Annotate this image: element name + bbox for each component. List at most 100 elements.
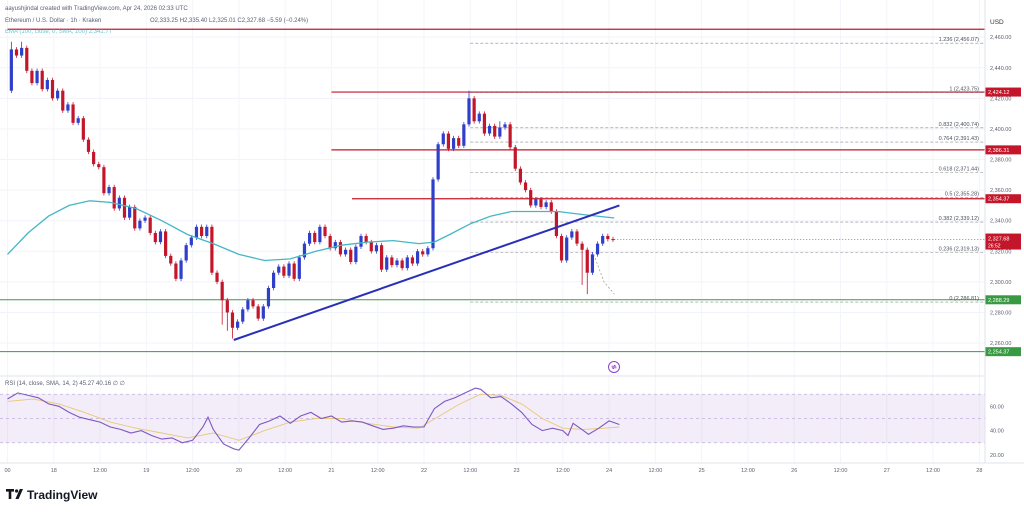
candle-down — [133, 206, 137, 229]
candle-up — [158, 231, 163, 243]
candle-down — [251, 300, 255, 307]
candle-down — [323, 226, 327, 236]
candle-down — [508, 124, 512, 148]
price-tick-label: 2,320.00 — [990, 249, 1011, 255]
candle-down — [102, 167, 106, 194]
candle-up — [205, 226, 209, 236]
candle-down — [164, 231, 168, 256]
candle-down — [446, 133, 451, 149]
rsi-tick-label: 40.00 — [990, 429, 1004, 435]
candle-up — [261, 306, 265, 319]
price-tick-label: 2,340.00 — [990, 219, 1011, 225]
candle-down — [518, 168, 523, 183]
price-tick-label: 2,380.00 — [990, 158, 1011, 164]
time-tick-label: 12:00 — [186, 468, 200, 474]
rsi-tick-label: 20.00 — [990, 453, 1004, 459]
tradingview-logo[interactable]: TradingView — [6, 488, 98, 502]
candle-up — [194, 226, 199, 238]
candle-down — [364, 236, 368, 243]
candle-down — [122, 197, 127, 218]
price-tick-label: 2,460.00 — [990, 35, 1011, 41]
candle-down — [220, 281, 224, 301]
candle-up — [590, 254, 595, 273]
time-tick-label: 22 — [421, 468, 427, 474]
time-tick-label: 18 — [51, 468, 57, 474]
candle-up — [287, 263, 291, 276]
candle-up — [246, 300, 250, 310]
price-series — [9, 41, 615, 339]
candle-up — [487, 125, 492, 134]
compare-icon[interactable] — [608, 361, 620, 373]
price-tick-label: 2,260.00 — [990, 341, 1011, 347]
candle-down — [200, 226, 204, 236]
candle-up — [66, 104, 70, 111]
current-price-label: 2,327.68 — [988, 237, 1009, 243]
candle-up — [426, 248, 430, 255]
candle-down — [369, 242, 373, 252]
time-tick-label: 25 — [699, 468, 705, 474]
candle-up — [76, 118, 80, 123]
candle-up — [138, 220, 142, 229]
candle-down — [71, 104, 75, 123]
projection-line — [593, 254, 615, 295]
candle-down — [390, 257, 394, 266]
candle-up — [117, 197, 121, 209]
candle-down — [338, 242, 343, 255]
candle-down — [400, 260, 404, 269]
current-price-tag — [985, 233, 1021, 250]
candle-down — [410, 257, 415, 264]
candle-up — [9, 49, 13, 91]
candle-up — [462, 124, 466, 146]
candle-down — [30, 70, 34, 84]
candle-up — [565, 237, 569, 261]
symbol-legend[interactable]: Ethereum / U.S. Dollar · 1h · Kraken — [5, 18, 101, 24]
time-tick-label: 28 — [976, 468, 982, 474]
candle-down — [112, 187, 116, 209]
candle-down — [529, 190, 533, 206]
rsi-line — [7, 387, 620, 451]
price-grid — [0, 0, 985, 463]
candle-up — [544, 202, 548, 207]
rsi-legend[interactable]: RSI (14, close, SMA, 14, 2) 45.27 40.16 … — [5, 380, 125, 387]
currency-label[interactable]: USD — [990, 19, 1004, 26]
time-tick-label: 20 — [236, 468, 242, 474]
candle-down — [482, 113, 487, 134]
candle-up — [297, 257, 301, 279]
candle-down — [50, 80, 55, 99]
candle-down — [349, 249, 353, 262]
support-price-label: 2,288.29 — [988, 298, 1009, 304]
time-tick-label: 12:00 — [741, 468, 755, 474]
candle-up — [143, 217, 147, 221]
fib-label: 0.832 (2,400.74) — [939, 122, 980, 128]
candle-up — [20, 47, 24, 56]
candle-down — [585, 249, 589, 273]
support-price-tag — [985, 295, 1021, 305]
candle-up — [236, 321, 240, 328]
candle-down — [523, 182, 528, 191]
candle-down — [86, 139, 91, 152]
candle-up — [451, 138, 456, 149]
candle-down — [40, 70, 44, 90]
candle-up — [534, 199, 538, 206]
candle-up — [359, 236, 363, 247]
candle-up — [318, 226, 322, 243]
candle-down — [153, 232, 157, 243]
ema-line — [7, 200, 615, 262]
candle-up — [436, 144, 440, 180]
time-tick-label: 26 — [791, 468, 797, 474]
time-tick-label: 12:00 — [556, 468, 570, 474]
candle-up — [385, 257, 389, 270]
candle-down — [292, 263, 296, 279]
candle-down — [379, 245, 384, 270]
time-tick-label: 21 — [328, 468, 334, 474]
fib-label: 0.382 (2,339.12) — [939, 216, 980, 222]
resistance-price-tag — [985, 87, 1021, 97]
candle-down — [230, 312, 235, 328]
resistance-price-label: 2,386.31 — [988, 148, 1009, 154]
candle-up — [107, 187, 111, 194]
candle-down — [92, 151, 96, 165]
candle-up — [441, 133, 445, 145]
ema-legend[interactable]: EMA (100, close, 0, SMA, 100) 2,341.77 — [5, 29, 113, 35]
candle-up — [595, 243, 600, 255]
